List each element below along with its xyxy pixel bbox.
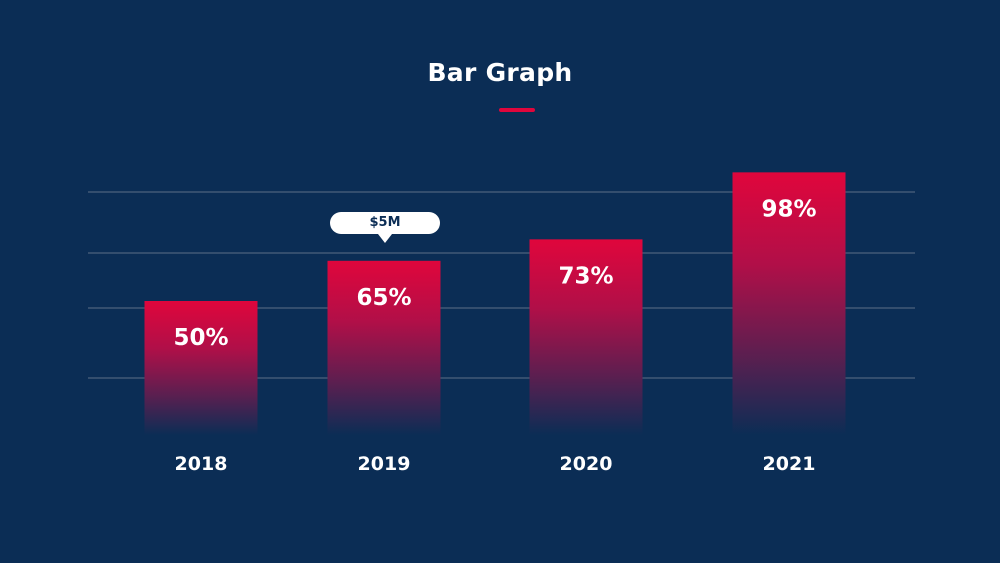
title-underline (499, 108, 535, 112)
bar-2021 (732, 172, 846, 436)
value-label-2018: 50% (173, 325, 228, 351)
x-tick-label-2021: 2021 (763, 453, 816, 475)
value-label-2020: 73% (558, 263, 613, 289)
chart-title: Bar Graph (427, 58, 573, 87)
bar-2018 (144, 301, 258, 435)
annotation-callout: $5M (330, 212, 440, 243)
value-labels: 50% 65% 73% 98% (173, 196, 816, 351)
value-label-2019: 65% (356, 285, 411, 311)
x-tick-label-2018: 2018 (175, 453, 228, 475)
bar-2019 (327, 260, 441, 435)
x-tick-label-2020: 2020 (560, 453, 613, 475)
bars (144, 172, 846, 436)
x-tick-label-2019: 2019 (358, 453, 411, 475)
bar-2020 (529, 239, 643, 435)
value-label-2021: 98% (761, 196, 816, 222)
x-axis-labels: 2018 2019 2020 2021 (175, 453, 816, 475)
